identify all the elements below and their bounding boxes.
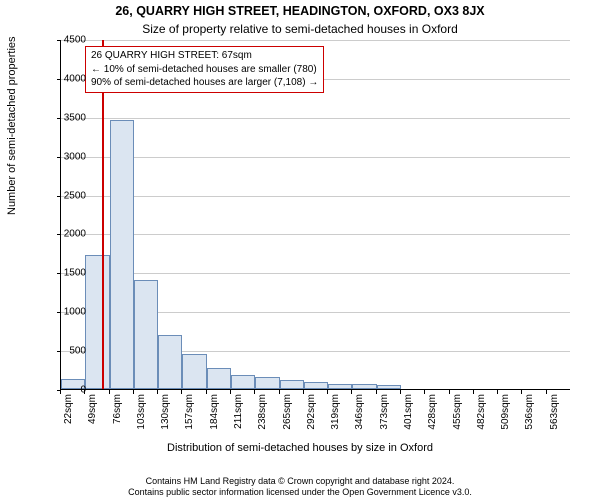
legend-line-2: ← 10% of semi-detached houses are smalle… <box>91 63 318 77</box>
gridline <box>61 157 570 158</box>
ytick-label: 2500 <box>46 190 86 201</box>
gridline <box>61 196 570 197</box>
xtick-label: 319sqm <box>330 394 341 430</box>
xtick-mark <box>473 390 474 394</box>
histogram-bar <box>328 384 352 389</box>
xtick-mark <box>181 390 182 394</box>
xtick-mark <box>546 390 547 394</box>
xtick-mark <box>400 390 401 394</box>
ytick-label: 4000 <box>46 73 86 84</box>
xtick-label: 49sqm <box>87 394 98 424</box>
chart-title-sub: Size of property relative to semi-detach… <box>0 22 600 36</box>
xtick-label: 22sqm <box>63 394 74 424</box>
histogram-bar <box>377 385 401 389</box>
xtick-label: 428sqm <box>427 394 438 430</box>
xtick-mark <box>424 390 425 394</box>
xtick-mark <box>327 390 328 394</box>
ytick-label: 4500 <box>46 35 86 46</box>
histogram-bar <box>231 375 255 389</box>
xtick-mark <box>497 390 498 394</box>
gridline <box>61 118 570 119</box>
histogram-bar <box>352 384 376 389</box>
xtick-mark <box>230 390 231 394</box>
footer-line-1: Contains HM Land Registry data © Crown c… <box>0 476 600 487</box>
ytick-label: 3000 <box>46 151 86 162</box>
xtick-label: 238sqm <box>257 394 268 430</box>
xtick-label: 509sqm <box>500 394 511 430</box>
x-axis-label: Distribution of semi-detached houses by … <box>0 442 600 454</box>
xtick-mark <box>133 390 134 394</box>
xtick-label: 157sqm <box>184 394 195 430</box>
xtick-label: 536sqm <box>524 394 535 430</box>
legend-box: 26 QUARRY HIGH STREET: 67sqm ← 10% of se… <box>85 46 324 93</box>
histogram-bar <box>207 368 231 389</box>
xtick-label: 103sqm <box>136 394 147 430</box>
histogram-bar <box>110 120 134 389</box>
xtick-label: 292sqm <box>306 394 317 430</box>
xtick-mark <box>60 390 61 394</box>
histogram-bar <box>85 255 109 389</box>
histogram-bar <box>304 382 328 389</box>
ytick-label: 1500 <box>46 268 86 279</box>
xtick-label: 482sqm <box>476 394 487 430</box>
ytick-label: 3500 <box>46 112 86 123</box>
xtick-mark <box>109 390 110 394</box>
ytick-label: 500 <box>46 346 86 357</box>
xtick-label: 211sqm <box>233 394 244 429</box>
footer: Contains HM Land Registry data © Crown c… <box>0 476 600 498</box>
gridline <box>61 273 570 274</box>
gridline <box>61 40 570 41</box>
xtick-label: 346sqm <box>354 394 365 430</box>
xtick-label: 563sqm <box>549 394 560 430</box>
xtick-label: 76sqm <box>112 394 123 424</box>
histogram-bar <box>182 354 206 389</box>
xtick-mark <box>279 390 280 394</box>
xtick-label: 401sqm <box>403 394 414 430</box>
xtick-mark <box>351 390 352 394</box>
xtick-label: 373sqm <box>379 394 390 430</box>
xtick-label: 455sqm <box>452 394 463 430</box>
xtick-mark <box>449 390 450 394</box>
xtick-mark <box>157 390 158 394</box>
chart-title-main: 26, QUARRY HIGH STREET, HEADINGTON, OXFO… <box>0 4 600 18</box>
gridline <box>61 234 570 235</box>
xtick-mark <box>84 390 85 394</box>
xtick-label: 184sqm <box>209 394 220 430</box>
xtick-mark <box>521 390 522 394</box>
xtick-label: 130sqm <box>160 394 171 430</box>
xtick-mark <box>303 390 304 394</box>
xtick-mark <box>206 390 207 394</box>
histogram-bar <box>134 280 158 389</box>
xtick-mark <box>254 390 255 394</box>
ytick-label: 1000 <box>46 307 86 318</box>
plot-area: 26 QUARRY HIGH STREET: 67sqm ← 10% of se… <box>60 40 570 390</box>
xtick-label: 265sqm <box>282 394 293 430</box>
xtick-mark <box>376 390 377 394</box>
histogram-bar <box>255 377 279 389</box>
legend-line-3: 90% of semi-detached houses are larger (… <box>91 76 318 90</box>
legend-line-1: 26 QUARRY HIGH STREET: 67sqm <box>91 49 318 63</box>
footer-line-2: Contains public sector information licen… <box>0 487 600 498</box>
histogram-bar <box>280 380 304 389</box>
ytick-label: 2000 <box>46 229 86 240</box>
y-axis-label: Number of semi-detached properties <box>6 36 18 215</box>
chart-container: 26, QUARRY HIGH STREET, HEADINGTON, OXFO… <box>0 0 600 500</box>
histogram-bar <box>158 335 182 389</box>
